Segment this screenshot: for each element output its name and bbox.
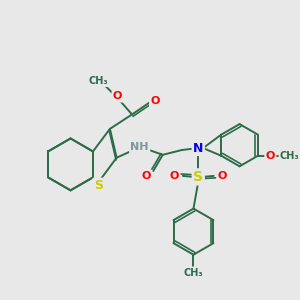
Text: CH₃: CH₃	[280, 151, 299, 161]
Text: O: O	[142, 171, 151, 181]
Text: CH₃: CH₃	[88, 76, 108, 86]
Text: N: N	[193, 142, 203, 154]
Text: S: S	[94, 179, 103, 192]
Text: NH: NH	[130, 142, 149, 152]
Text: O: O	[169, 171, 179, 181]
Text: CH₃: CH₃	[184, 268, 203, 278]
Text: O: O	[218, 171, 227, 181]
Text: S: S	[193, 170, 203, 184]
Text: O: O	[150, 96, 160, 106]
Text: O: O	[113, 91, 122, 101]
Text: O: O	[266, 151, 275, 161]
